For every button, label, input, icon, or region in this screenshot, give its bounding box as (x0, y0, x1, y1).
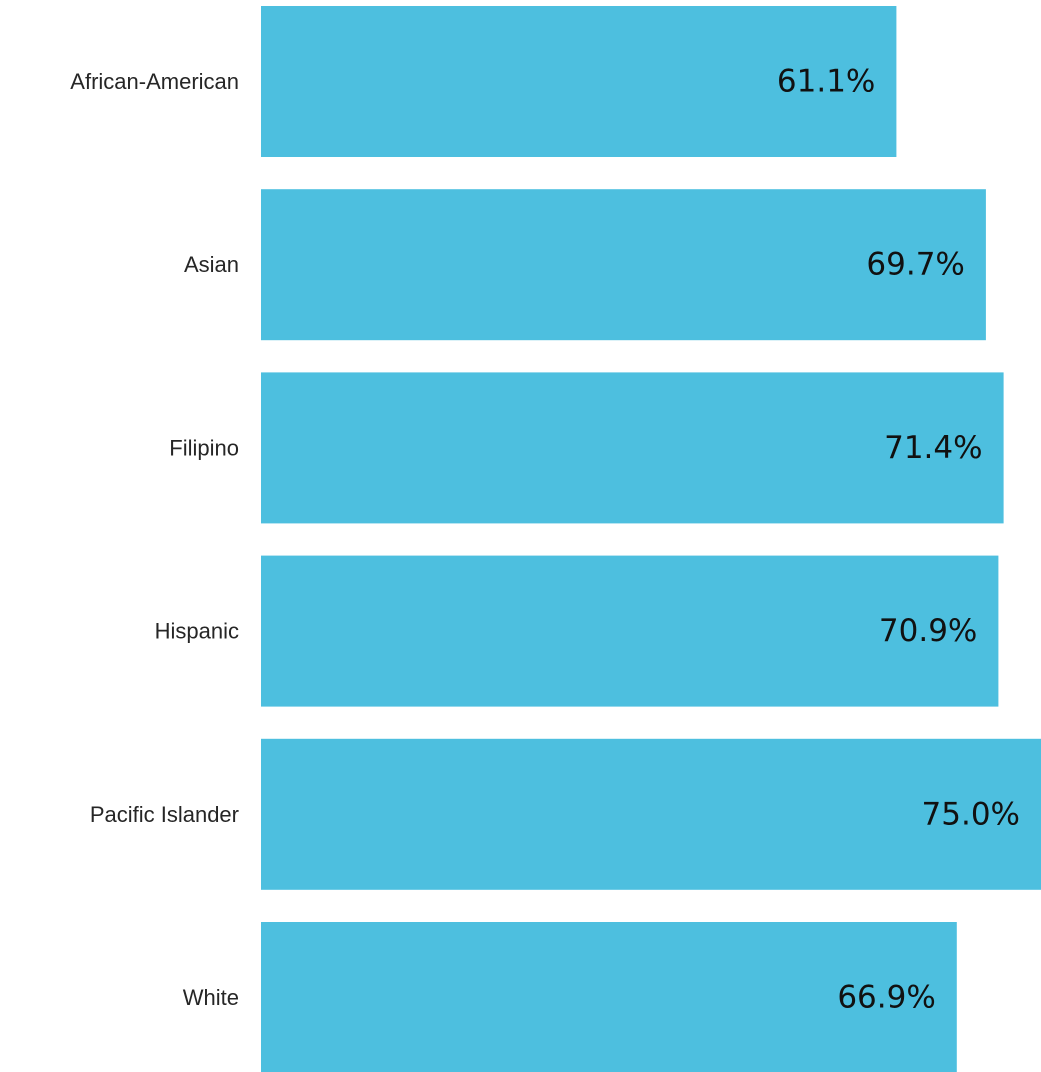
category-label: Filipino (169, 435, 239, 460)
value-label: 71.4% (884, 430, 982, 466)
bar-white (261, 922, 957, 1072)
value-label: 75.0% (922, 796, 1020, 832)
bar-asian (261, 189, 986, 341)
category-label: White (183, 985, 239, 1010)
value-label: 66.9% (837, 980, 935, 1016)
value-label: 70.9% (879, 613, 977, 649)
value-label: 61.1% (777, 64, 875, 100)
category-label: Hispanic (155, 619, 239, 644)
bar-pacific-islander (261, 738, 1041, 890)
bar-filipino (261, 372, 1004, 524)
bar-african-american (261, 6, 897, 157)
bar-hispanic (261, 555, 999, 707)
category-label: African-American (70, 69, 239, 94)
value-label: 69.7% (866, 247, 964, 283)
category-label: Asian (184, 252, 239, 277)
category-label: Pacific Islander (90, 802, 239, 827)
